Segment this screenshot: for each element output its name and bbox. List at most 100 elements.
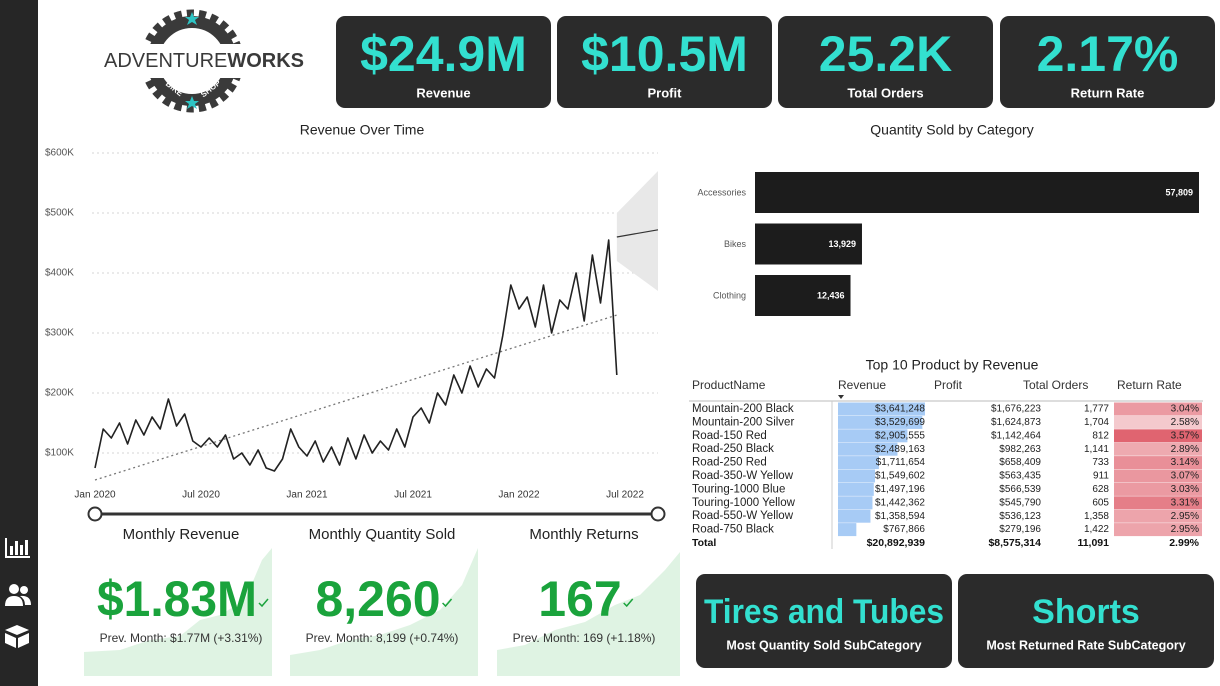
nav-icon-chart[interactable]: [5, 538, 30, 558]
kpi-label: Return Rate: [1071, 85, 1145, 100]
cell: 2.95%: [1171, 524, 1199, 535]
data-label: 13,929: [828, 239, 856, 249]
y-tick-label: $300K: [45, 328, 74, 339]
check-icon: [258, 598, 269, 608]
total-cell: Total: [692, 537, 716, 549]
card-value: $1.83M: [97, 571, 257, 627]
revenue-databar: [838, 442, 898, 456]
y-tick-label: $100K: [45, 448, 74, 459]
sparkline-area: [497, 552, 680, 676]
cell: $658,409: [999, 457, 1041, 468]
cell: $1,442,362: [875, 497, 925, 508]
x-tick-label: Jul 2022: [606, 490, 644, 501]
subcategory-card: [958, 574, 1214, 668]
card-comparison: Prev. Month: $1.77M (+3.31%): [100, 631, 263, 645]
data-label: 57,809: [1165, 187, 1193, 197]
cell: $767,866: [883, 524, 925, 535]
category-label: Clothing: [713, 290, 746, 300]
card-comparison: Prev. Month: 169 (+1.18%): [513, 631, 656, 645]
total-cell: 2.99%: [1169, 537, 1199, 549]
category-label: Accessories: [697, 187, 746, 197]
return-rate-cell: [1114, 523, 1202, 537]
card-value: 167: [538, 571, 621, 627]
return-rate-cell: [1114, 456, 1202, 470]
column-header[interactable]: Revenue: [838, 378, 886, 392]
sort-indicator: [838, 395, 844, 399]
cell: 1,422: [1084, 524, 1109, 535]
forecast-line: [616, 229, 659, 238]
bar: [755, 172, 1199, 213]
data-label: 12,436: [817, 290, 845, 300]
revenue-databar: [838, 523, 857, 537]
return-rate-cell: [1114, 496, 1202, 510]
cell: $563,435: [999, 471, 1041, 482]
cell: $1,624,873: [991, 417, 1041, 428]
check-icon: [623, 598, 634, 608]
cell: 1,358: [1084, 511, 1109, 522]
kpi-value: 2.17%: [1037, 26, 1179, 82]
y-tick-label: $400K: [45, 268, 74, 279]
kpi-value: $24.9M: [360, 26, 527, 82]
cell: Touring-1000 Yellow: [692, 497, 796, 509]
date-slider[interactable]: [87, 506, 666, 522]
cell: 2.58%: [1171, 417, 1199, 428]
cell: Road-750 Black: [692, 524, 774, 536]
nav-icon-customers[interactable]: [5, 584, 31, 606]
cell: 3.57%: [1171, 430, 1199, 441]
revenue-databar: [838, 456, 879, 470]
cell: 733: [1092, 457, 1109, 468]
revenue-databar: [838, 429, 908, 443]
x-tick-label: Jan 2022: [498, 490, 540, 501]
logo: ADVENTUREWORKS BIKE SHOP: [100, 9, 304, 113]
category-label: Bikes: [724, 239, 747, 249]
cell: $1,711,654: [876, 457, 926, 468]
cell: 1,777: [1084, 404, 1109, 415]
x-tick-label: Jul 2021: [394, 490, 432, 501]
subcategory-label: Most Returned Rate SubCategory: [986, 638, 1185, 652]
kpi-value: $10.5M: [581, 26, 748, 82]
column-header[interactable]: Total Orders: [1023, 378, 1088, 392]
cell: $982,263: [999, 444, 1041, 455]
bar: [755, 275, 851, 316]
sparkline-area: [84, 548, 272, 676]
kpi-label: Revenue: [416, 85, 470, 100]
chart-title: Revenue Over Time: [300, 122, 425, 138]
nav-icon-products[interactable]: [5, 625, 29, 648]
revenue-databar: [838, 482, 874, 496]
y-tick-label: $200K: [45, 388, 74, 399]
card-comparison: Prev. Month: 8,199 (+0.74%): [306, 631, 459, 645]
card-title: Monthly Quantity Sold: [309, 526, 456, 543]
trend-line: [94, 314, 618, 481]
subcategory-value: Shorts: [1032, 593, 1140, 631]
cell: $1,549,602: [875, 471, 925, 482]
kpi-card: [336, 16, 551, 108]
kpi-value: 25.2K: [819, 26, 952, 82]
revenue-databar: [838, 509, 871, 523]
cell: $279,196: [999, 524, 1041, 535]
cell: $2,489,163: [875, 444, 925, 455]
total-cell: 11,091: [1077, 537, 1109, 549]
column-header[interactable]: Profit: [934, 378, 963, 392]
bar: [755, 223, 862, 265]
total-cell: $8,575,314: [988, 537, 1041, 549]
cell: Road-250 Red: [692, 457, 767, 469]
revenue-databar: [838, 469, 876, 483]
card-title: Monthly Returns: [529, 526, 638, 543]
cell: Mountain-200 Black: [692, 403, 794, 415]
cell: $2,905,555: [875, 430, 925, 441]
column-header[interactable]: Return Rate: [1117, 378, 1182, 392]
cell: 812: [1092, 430, 1109, 441]
cell: 1,141: [1084, 444, 1109, 455]
x-tick-label: Jul 2020: [182, 490, 220, 501]
card-value: 8,260: [315, 571, 440, 627]
cell: $1,142,464: [991, 430, 1041, 441]
cell: $3,641,248: [875, 404, 925, 415]
cell: Road-550-W Yellow: [692, 510, 794, 522]
column-header[interactable]: ProductName: [692, 378, 766, 392]
forecast-band: [616, 171, 658, 291]
cell: Road-250 Black: [692, 443, 774, 455]
return-rate-cell: [1114, 482, 1202, 496]
cell: $3,529,699: [875, 417, 925, 428]
return-rate-cell: [1114, 402, 1202, 416]
